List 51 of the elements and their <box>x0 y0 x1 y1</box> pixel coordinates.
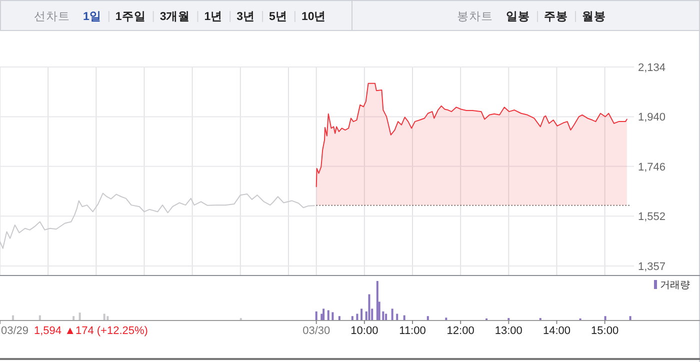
x-tick-label: 11:00 <box>399 325 426 337</box>
y-tick-label: 1,940 <box>638 112 666 124</box>
bar <box>351 316 354 320</box>
bar <box>356 314 358 320</box>
bar <box>368 294 370 320</box>
text: 1주일 <box>115 10 146 23</box>
bar <box>385 314 388 320</box>
x-tick-label: 14:00 <box>542 325 570 337</box>
bar <box>72 316 75 320</box>
x-tick-label: 13:00 <box>494 325 522 337</box>
legend-label: 거래량 <box>660 280 690 291</box>
x-tick-label: 15:00 <box>591 325 619 337</box>
x-tick-label: 03/30 <box>302 325 330 337</box>
text: 월봉 <box>582 10 606 23</box>
bar <box>38 315 41 320</box>
bar <box>396 314 398 320</box>
bar <box>315 311 318 320</box>
y-tick-label: 1,746 <box>638 161 666 174</box>
text: 선차트 <box>34 11 70 23</box>
y-tick-label: 1,357 <box>638 261 666 274</box>
x-tick-label: 12:00 <box>446 325 474 337</box>
x-tick-label: 10:00 <box>350 325 378 337</box>
text: 10년 <box>301 10 326 23</box>
bar <box>376 281 378 320</box>
bar <box>426 316 429 320</box>
text: 1년 <box>204 10 223 23</box>
bar <box>327 310 330 320</box>
text: 3년 <box>236 10 256 23</box>
text: 주봉 <box>544 10 568 23</box>
bar <box>403 315 406 320</box>
bar <box>12 315 14 320</box>
bar <box>78 312 81 320</box>
bar <box>360 308 363 320</box>
text: 3개월 <box>160 10 190 23</box>
x-tick-label: 03/29 <box>1 325 29 337</box>
text: 일봉 <box>506 10 530 23</box>
bar <box>103 314 106 320</box>
bar <box>629 316 632 320</box>
bar <box>106 316 109 320</box>
text: 1일 <box>83 10 102 23</box>
bar <box>604 316 606 320</box>
y-tick-label: 1,552 <box>638 211 666 224</box>
text: 5년 <box>269 10 288 23</box>
bar <box>338 316 340 320</box>
text: 1,594 ▲174 (+12.25%) <box>34 325 148 337</box>
bar <box>391 308 394 320</box>
line-series <box>0 192 315 249</box>
bar <box>332 312 334 320</box>
bar <box>322 308 325 320</box>
text: 봉차트 <box>457 11 493 23</box>
y-tick-label: 2,134 <box>638 62 666 74</box>
